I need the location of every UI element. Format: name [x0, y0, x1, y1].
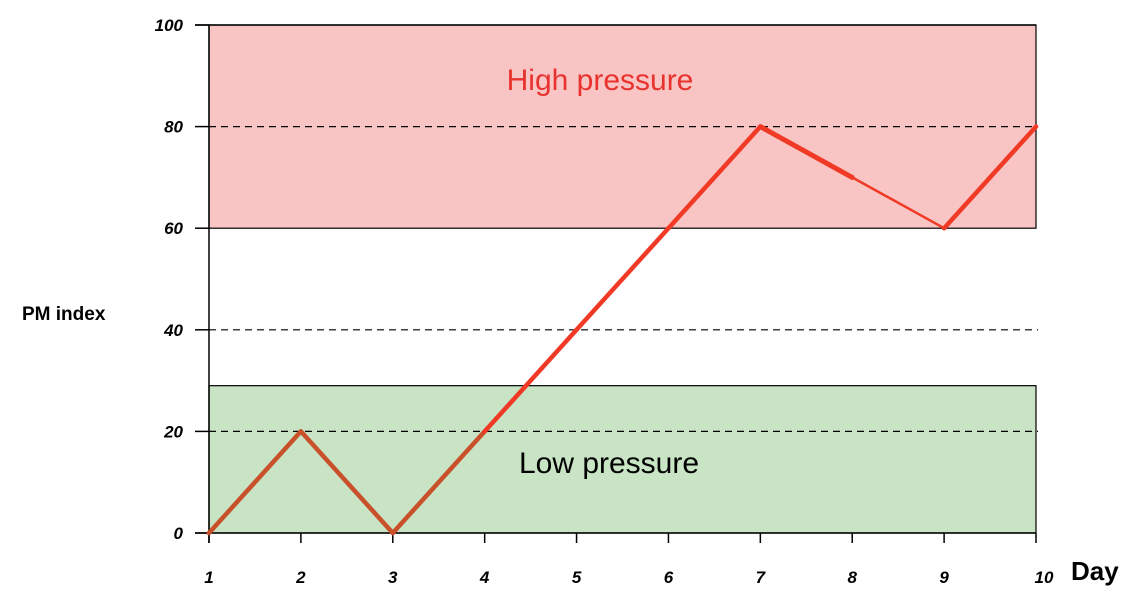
y-tick-label-100: 100	[155, 16, 184, 35]
y-tick-label-0: 0	[174, 524, 184, 543]
x-tick-label-2: 2	[295, 568, 306, 587]
x-tick-label-4: 4	[479, 568, 490, 587]
series-segment-1-2	[206, 429, 304, 536]
y-tick-label-40: 40	[163, 321, 183, 340]
data-point-day-7	[758, 124, 763, 129]
y-tick-label-20: 20	[163, 422, 183, 441]
y-tick-label-60: 60	[164, 219, 183, 238]
x-tick-label-10: 10	[1035, 568, 1054, 587]
data-point-day-2	[298, 429, 304, 434]
series-segment-4-5	[482, 327, 579, 434]
band-label-high-pressure: High pressure	[507, 64, 694, 97]
series-line	[206, 124, 1039, 536]
band-label-low-pressure: Low pressure	[519, 447, 699, 480]
series-segment-8-9	[850, 176, 946, 230]
series-segment-5-6	[574, 225, 671, 333]
data-point-day-10	[1033, 124, 1039, 129]
data-point-day-6	[666, 226, 671, 231]
x-tick-label-6: 6	[664, 568, 674, 587]
series-segment-6-7	[666, 124, 763, 231]
x-tick-label-7: 7	[756, 568, 767, 587]
y-axis-label: PM index	[22, 304, 106, 325]
grid-lines	[209, 125, 1038, 432]
x-tick-label-3: 3	[388, 568, 398, 587]
x-tick-label-5: 5	[572, 568, 582, 587]
x-tick-label-9: 9	[939, 568, 949, 587]
data-point-day-5	[574, 327, 579, 332]
series-segment-7-8	[757, 124, 855, 180]
series-segment-2-3	[298, 429, 396, 536]
labels: PM index Day	[22, 304, 1119, 586]
x-tick-label-8: 8	[847, 568, 857, 587]
band-low-pressure	[208, 385, 1037, 534]
data-point-day-8	[850, 175, 855, 180]
y-tick-label-80: 80	[164, 118, 183, 137]
x-axis-label: Day	[1071, 556, 1119, 586]
data-point-day-9	[941, 226, 947, 231]
x-tick-label-1: 1	[204, 568, 213, 587]
data-point-day-3	[390, 530, 395, 536]
data-point-day-1	[206, 530, 212, 536]
data-point-day-4	[482, 429, 487, 434]
series-segment-9-10	[941, 124, 1039, 231]
axes: 0 20 40 60 80 100 1 2 3 4 5 6 7 8 9 10	[155, 16, 1054, 587]
series-segment-3-4	[390, 429, 487, 536]
